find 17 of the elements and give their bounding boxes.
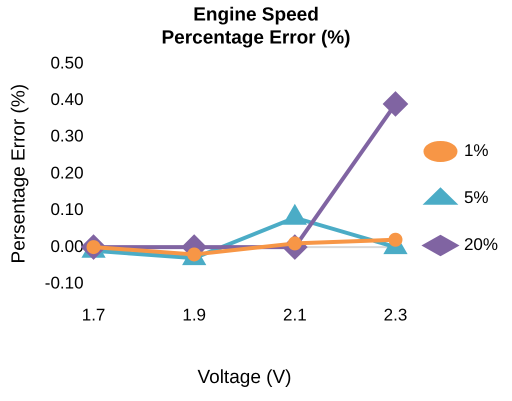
- x-tick-label: 1.7: [82, 306, 106, 325]
- y-tick-label: 0.40: [50, 90, 84, 109]
- chart-title: Engine Speed Percentage Error (%): [161, 4, 351, 48]
- x-axis-title: Voltage (V): [198, 366, 292, 388]
- legend-label: 1%: [464, 141, 489, 160]
- x-tick-label: 1.9: [182, 306, 206, 325]
- y-tick-label: -0.10: [44, 273, 84, 292]
- y-tick-label: 0.30: [50, 126, 84, 146]
- y-tick-label: 0.50: [50, 53, 84, 72]
- legend-label: 5%: [464, 188, 489, 208]
- y-tick-label: 0.00: [50, 236, 84, 256]
- x-tick-label: 2.1: [283, 306, 307, 325]
- y-axis-title: Persentage Error (%): [8, 84, 30, 264]
- legend-label: 20%: [464, 235, 498, 254]
- y-tick-label: 0.20: [50, 163, 84, 182]
- x-tick-label: 2.3: [384, 306, 408, 325]
- y-tick-label: 0.10: [50, 200, 84, 220]
